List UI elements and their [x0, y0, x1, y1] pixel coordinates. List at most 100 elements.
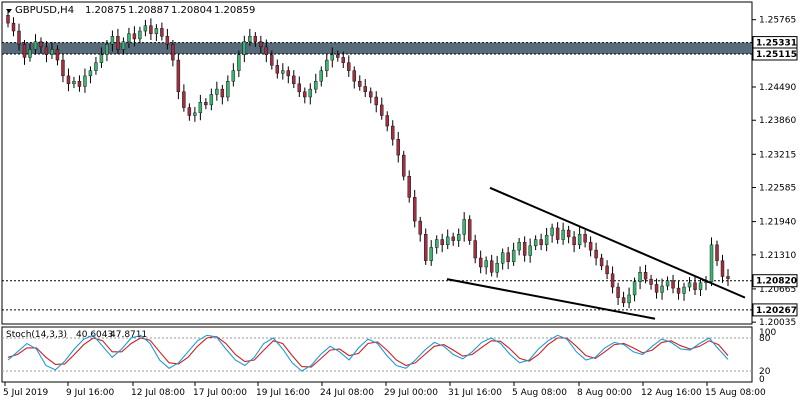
price-badge-label: 1.25331 — [756, 39, 797, 49]
candle-body — [127, 33, 131, 42]
candle-body — [654, 284, 659, 293]
candle-body — [555, 227, 560, 240]
price-badge-label: 1.20820 — [756, 277, 797, 287]
candle-body — [44, 46, 49, 55]
candle-body — [599, 257, 604, 267]
candle-body — [456, 234, 461, 241]
candle-body — [671, 280, 675, 289]
candle-body — [253, 36, 258, 42]
candle-body — [259, 41, 263, 48]
candle-body — [231, 70, 236, 82]
candle-body — [6, 14, 10, 24]
price-pane-frame — [1, 1, 753, 325]
candle-body — [572, 236, 576, 246]
candle-body — [187, 107, 192, 116]
price-tick-label: 1.23860 — [759, 116, 796, 126]
candle-body — [500, 252, 505, 264]
candle-body — [511, 249, 516, 262]
price-tick-label: 1.21310 — [759, 251, 796, 261]
candle-body — [33, 41, 38, 50]
candle-body — [330, 54, 334, 61]
candle-body — [594, 249, 598, 259]
candle-body — [325, 59, 329, 71]
price-badge — [752, 47, 798, 61]
candle-body — [413, 197, 417, 222]
candle-body — [495, 263, 499, 273]
candle-body — [698, 282, 703, 290]
candle-body — [605, 265, 609, 275]
ohlc-symbol: GBPUSD,H4 — [15, 5, 74, 16]
candle-body — [176, 59, 181, 92]
time-tick-label: 19 Jul 16:00 — [256, 388, 310, 398]
candle-body — [61, 59, 65, 77]
candle-body — [160, 28, 164, 37]
candle-body — [478, 257, 483, 268]
candle-body — [314, 80, 318, 90]
candle-body — [132, 33, 137, 40]
candle-body — [451, 236, 455, 241]
candle-body — [561, 229, 565, 240]
candle-body — [165, 36, 170, 45]
ohlc-low: 1.20804 — [171, 5, 212, 16]
candle-body — [445, 236, 450, 246]
candle-body — [517, 241, 521, 251]
stoch-pane-frame — [1, 326, 753, 383]
price-axis: 1.25765 1.24490 1.23860 1.23215 1.22585 1.219… — [752, 16, 796, 328]
price-tick-label: 1.20665 — [759, 285, 796, 295]
candle-body — [506, 252, 510, 262]
candle-body — [66, 75, 71, 85]
candle-body — [402, 154, 406, 177]
candle-body — [566, 229, 571, 238]
candle-body — [72, 80, 76, 85]
candle-body — [347, 62, 351, 71]
candle-body — [171, 44, 175, 61]
candle-body — [237, 54, 241, 71]
ohlc-high: 1.20887 — [128, 5, 169, 16]
candle-body — [226, 80, 230, 98]
candle-body — [270, 54, 274, 66]
candle-body — [489, 260, 494, 273]
candle-body — [193, 112, 197, 116]
candle-body — [720, 260, 725, 277]
stoch-d-value: 47.8711 — [110, 330, 147, 340]
candle-body — [429, 247, 433, 261]
candle-body — [440, 239, 444, 246]
price-badge — [752, 303, 798, 317]
candle-body — [632, 281, 637, 296]
candle-body — [374, 96, 378, 106]
candle-body — [99, 54, 104, 63]
stoch-level-label: 20 — [759, 367, 771, 377]
candle-body — [182, 91, 186, 108]
time-tick-label: 15 Aug 08:00 — [705, 388, 766, 398]
candle-body — [11, 22, 16, 32]
candle-body — [627, 294, 631, 304]
candle-body — [588, 241, 593, 251]
candle-body — [473, 240, 477, 259]
candle-body — [94, 62, 98, 71]
candle-body — [336, 54, 340, 58]
candle-body — [308, 88, 312, 98]
candle-body — [462, 219, 466, 235]
candle-body — [143, 25, 148, 32]
candle-body — [341, 57, 345, 63]
candle-body — [715, 244, 719, 261]
candle-body — [209, 94, 214, 106]
price-tick-label: 1.25765 — [759, 16, 796, 26]
candle-body — [149, 25, 153, 34]
candle-body — [467, 219, 472, 241]
candle-body — [539, 239, 543, 246]
symbol-dropdown-icon[interactable] — [6, 9, 12, 13]
wedge-lower-trendline[interactable] — [446, 278, 656, 320]
time-axis: 5 Jul 2019 9 Jul 16:00 12 Jul 08:00 17 Jul … — [3, 382, 766, 398]
candle-body — [204, 102, 208, 106]
ohlc-close: 1.20859 — [214, 5, 255, 16]
wedge-upper-trendline[interactable] — [489, 186, 746, 299]
candle-body — [116, 36, 120, 50]
candle-body — [105, 44, 109, 55]
candle-body — [297, 83, 301, 92]
candle-body — [281, 70, 285, 74]
